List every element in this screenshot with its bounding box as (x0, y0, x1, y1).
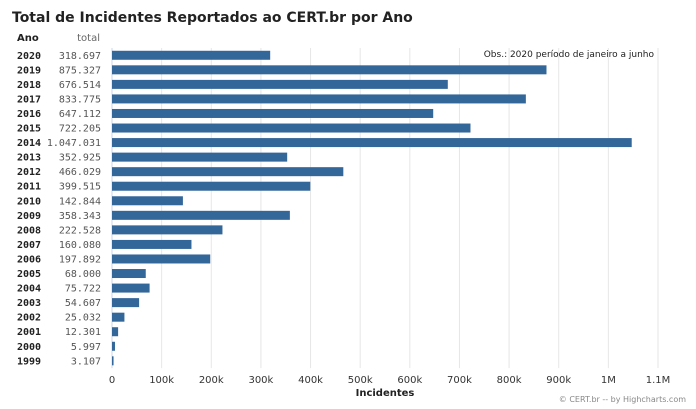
bar[interactable] (112, 152, 288, 162)
bar[interactable] (112, 138, 632, 148)
column-header-year: Ano (17, 33, 39, 44)
bar[interactable] (112, 327, 119, 337)
bar[interactable] (112, 312, 125, 322)
bar[interactable] (112, 79, 448, 89)
chart-title: Total de Incidentes Reportados ao CERT.b… (12, 10, 413, 26)
bar[interactable] (112, 225, 223, 235)
year-label: 2017 (17, 94, 41, 105)
bar[interactable] (112, 356, 114, 366)
year-label: 2003 (17, 298, 41, 309)
bar[interactable] (112, 269, 146, 279)
total-label: 68.000 (65, 269, 101, 280)
category-labels: 2020 318.697 2019 875.327 2018 676.514 2017 833… (17, 51, 101, 368)
x-tick-label: 900k (546, 375, 571, 386)
total-label: 25.032 (65, 313, 101, 324)
bar[interactable] (112, 65, 547, 75)
total-label: 222.528 (59, 225, 101, 236)
x-tick-label: 600k (397, 375, 422, 386)
x-tick-label: 700k (447, 375, 472, 386)
total-label: 1.047.031 (47, 138, 101, 149)
total-label: 722.205 (59, 124, 101, 135)
year-label: 2010 (17, 196, 41, 207)
bar[interactable] (112, 196, 183, 206)
total-label: 142.844 (59, 196, 101, 207)
bar[interactable] (112, 167, 344, 177)
total-label: 399.515 (59, 182, 101, 193)
year-label: 2002 (17, 313, 41, 324)
year-label: 2004 (17, 284, 41, 295)
total-label: 676.514 (59, 80, 101, 91)
x-tick-label: 500k (348, 375, 373, 386)
bar[interactable] (112, 181, 311, 191)
year-label: 2020 (17, 51, 41, 62)
credits-link[interactable]: © CERT.br -- by Highcharts.com (559, 395, 686, 404)
total-label: 75.722 (65, 284, 101, 295)
year-label: 2013 (17, 153, 41, 164)
bar[interactable] (112, 94, 526, 104)
total-label: 54.607 (65, 298, 101, 309)
x-tick-label: 200k (199, 375, 224, 386)
x-tick-label: 1M (601, 375, 616, 386)
year-label: 2000 (17, 342, 41, 353)
column-header-total: total (77, 33, 100, 44)
year-label: 2015 (17, 124, 41, 135)
year-label: 2012 (17, 167, 41, 178)
bars (112, 50, 632, 366)
total-label: 358.343 (59, 211, 101, 222)
x-tick-label: 1.1M (646, 375, 671, 386)
total-label: 3.107 (71, 356, 101, 367)
year-label: 2001 (17, 327, 41, 338)
total-label: 352.925 (59, 153, 101, 164)
bar[interactable] (112, 254, 211, 264)
bar[interactable] (112, 283, 150, 293)
x-tick-label: 400k (298, 375, 323, 386)
bar[interactable] (112, 298, 140, 308)
total-label: 466.029 (59, 167, 101, 178)
x-axis-title: Incidentes (356, 388, 415, 399)
total-label: 160.080 (59, 240, 101, 251)
year-label: 1999 (17, 356, 41, 367)
year-label: 2005 (17, 269, 41, 280)
period-note: Obs.: 2020 período de janeiro a junho (484, 50, 655, 60)
x-axis: 0 100k 200k 300k 400k 500k 600k 700k 800k 900k 1M 1… (109, 375, 670, 386)
total-label: 647.112 (59, 109, 101, 120)
year-label: 2007 (17, 240, 41, 251)
bar[interactable] (112, 341, 115, 351)
bar[interactable] (112, 108, 434, 118)
year-label: 2014 (17, 138, 41, 149)
year-label: 2009 (17, 211, 41, 222)
year-label: 2016 (17, 109, 41, 120)
bar[interactable] (112, 210, 290, 220)
total-label: 318.697 (59, 51, 101, 62)
year-label: 2019 (17, 65, 41, 76)
total-label: 875.327 (59, 65, 101, 76)
bar[interactable] (112, 123, 471, 133)
total-label: 12.301 (65, 327, 101, 338)
bar[interactable] (112, 50, 271, 60)
x-tick-label: 0 (109, 375, 115, 386)
total-label: 197.892 (59, 254, 101, 265)
total-label: 5.997 (71, 342, 101, 353)
year-label: 2011 (17, 182, 41, 193)
year-label: 2006 (17, 254, 41, 265)
total-label: 833.775 (59, 94, 101, 105)
year-label: 2018 (17, 80, 41, 91)
x-tick-label: 100k (149, 375, 174, 386)
x-tick-label: 300k (248, 375, 273, 386)
bar[interactable] (112, 239, 192, 249)
x-tick-label: 800k (497, 375, 522, 386)
year-label: 2008 (17, 225, 41, 236)
